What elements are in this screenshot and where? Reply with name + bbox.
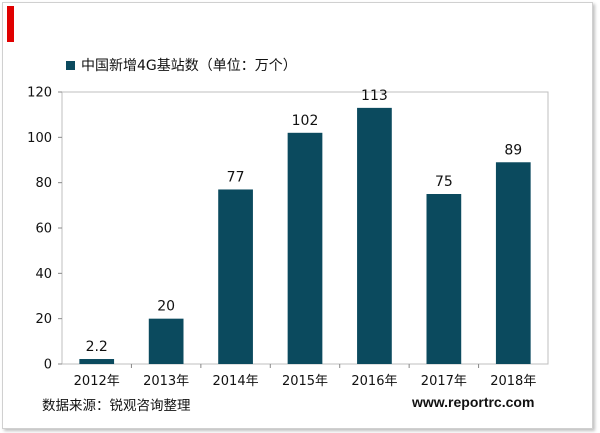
legend-label: 中国新增4G基站数（单位：万个） <box>81 58 297 74</box>
x-tick-label: 2012年 <box>74 374 120 389</box>
chart-data-labels: 2.2 20 77 102 113 75 89 <box>86 88 523 355</box>
accent-bar <box>7 6 14 42</box>
bar <box>357 107 392 364</box>
data-label: 102 <box>292 113 319 129</box>
bar <box>218 189 253 364</box>
data-label: 2.2 <box>86 339 108 355</box>
source-note: 数据来源：锐观咨询整理 <box>42 398 191 414</box>
data-label: 89 <box>504 142 522 158</box>
chart-legend: 中国新增4G基站数（单位：万个） <box>66 55 297 75</box>
data-label: 20 <box>157 299 175 315</box>
y-tick-label: 20 <box>35 312 52 327</box>
data-label: 75 <box>435 174 453 190</box>
bar <box>287 132 323 364</box>
y-tick-label: 40 <box>35 267 52 282</box>
bar <box>426 194 462 364</box>
chart-bars <box>79 107 531 364</box>
x-tick-label: 2018年 <box>490 374 536 389</box>
chart-axes: 0 20 40 60 80 100 120 2012年 2013年 2014年 2015年 2016年… <box>27 86 549 389</box>
bar <box>495 162 531 364</box>
y-tick-label: 60 <box>35 222 52 237</box>
data-label: 77 <box>227 169 245 185</box>
y-tick-label: 80 <box>35 176 52 191</box>
legend-swatch <box>66 60 75 70</box>
bar <box>79 359 115 364</box>
x-tick-label: 2013年 <box>143 374 189 389</box>
y-tick-label: 0 <box>44 358 52 373</box>
data-label: 113 <box>361 88 388 104</box>
bar <box>148 318 184 364</box>
y-tick-label: 120 <box>27 86 52 101</box>
x-tick-label: 2016年 <box>351 374 397 389</box>
x-tick-label: 2015年 <box>282 374 328 389</box>
x-tick-label: 2017年 <box>421 374 467 389</box>
y-tick-label: 100 <box>27 131 52 146</box>
website-url: www.reportrc.com <box>412 394 535 410</box>
x-tick-label: 2014年 <box>213 374 259 389</box>
